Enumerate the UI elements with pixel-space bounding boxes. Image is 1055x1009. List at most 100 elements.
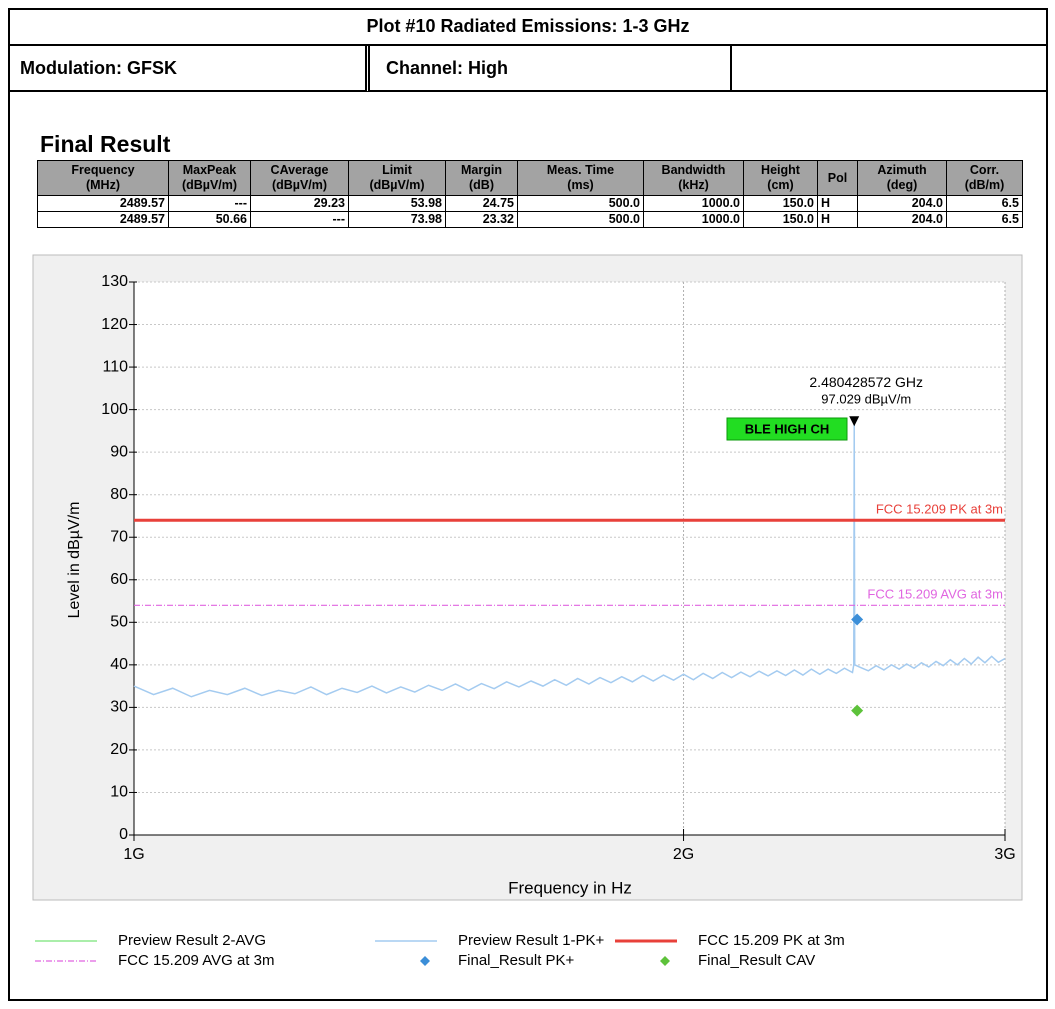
column-unit: (dBµV/m) [369,178,425,192]
column-unit: (dB/m) [964,178,1005,192]
column-header: Meas. Time (ms) [517,160,644,196]
column-name: Margin [461,163,502,177]
final-result-point [851,613,864,626]
table-cell: 1000.0 [643,211,744,228]
table-cell: 150.0 [743,211,818,228]
table-cell: 2489.57 [37,195,169,212]
table-cell: 50.66 [168,211,251,228]
column-name: Limit [382,163,412,177]
y-tick-label: 60 [110,571,128,588]
legend-label: Final_Result PK+ [458,952,575,969]
table-cell: 2489.57 [37,211,169,228]
table-cell: --- [168,195,251,212]
table-cell: 1000.0 [643,195,744,212]
table-cell: 29.23 [250,195,349,212]
column-unit: (dBµV/m) [271,178,328,192]
column-unit: (dB) [469,178,494,192]
column-name: Height [761,163,800,177]
y-tick-label: 0 [119,826,128,843]
y-tick-label: 10 [110,784,128,801]
legend-symbol [420,956,430,966]
x-tick-label: 1G [123,846,144,863]
trace [133,422,1006,698]
column-unit: (MHz) [85,178,120,192]
column-header: Margin (dB) [445,160,518,196]
column-name: Bandwidth [661,163,726,177]
table-cell: 6.5 [946,195,1023,212]
y-tick-label: 70 [110,528,128,545]
final-result-point [851,704,864,717]
column-header: MaxPeak (dBµV/m) [168,160,251,196]
table-cell: --- [250,211,349,228]
column-unit: (cm) [767,178,794,192]
legend-label: Final_Result CAV [698,952,815,969]
modulation: Modulation: GFSK [8,46,370,92]
table-row: 2489.57 50.66 --- 73.98 23.32 500.0 1000.0 150.… [37,211,1023,228]
column-name: Frequency [71,163,135,177]
annotation-box [726,417,848,441]
y-tick-label: 130 [101,273,128,290]
column-unit: (ms) [567,178,594,192]
x-axis-label: Frequency in Hz [508,878,632,897]
marker-label: 2.480428572 GHz [809,374,923,390]
column-name: CAverage [270,163,329,177]
column-header: Height (cm) [743,160,818,196]
y-axis-label: Level in dBµV/m [66,502,83,619]
y-tick-label: 40 [110,656,128,673]
column-header: Corr. (dB/m) [946,160,1023,196]
y-tick-label: 20 [110,741,128,758]
table-title: Final Result [40,131,171,157]
table-cell: 500.0 [517,211,644,228]
table-cell: 23.32 [445,211,518,228]
limit-label: FCC 15.209 AVG at 3m [867,587,1003,602]
frame [8,8,1048,1001]
column-header: Limit (dBµV/m) [348,160,446,196]
table-row: 2489.57 --- 29.23 53.98 24.75 500.0 1000.0 150.… [37,195,1023,212]
column-name: MaxPeak [182,163,237,177]
column-header: Frequency (MHz) [37,160,169,196]
legend-symbol [660,956,670,966]
y-tick-label: 100 [101,401,128,418]
column-unit: (dBµV/m) [181,178,238,192]
legend-label: FCC 15.209 AVG at 3m [118,952,274,969]
table-cell: H [817,211,858,228]
annotation: BLE HIGH CH [745,421,830,436]
limit-label: FCC 15.209 PK at 3m [876,502,1003,517]
table-cell: 500.0 [517,195,644,212]
x-tick-label: 2G [673,846,694,863]
column-name: Corr. [969,163,1000,177]
column-name: Azimuth [877,163,927,177]
marker-label: 97.029 dBµV/m [821,392,911,407]
column-header: CAverage (dBµV/m) [250,160,349,196]
empty-cell [732,46,1048,92]
column-header: Azimuth (deg) [857,160,947,196]
table-cell: 53.98 [348,195,446,212]
column-name: Meas. Time [546,163,615,177]
y-tick-label: 90 [110,443,128,460]
table-cell: 24.75 [445,195,518,212]
table-cell: 204.0 [857,211,947,228]
legend-label: Preview Result 1-PK+ [458,932,605,949]
y-tick-label: 80 [110,486,128,503]
column-unit: (deg) [886,178,918,192]
column-unit: (kHz) [678,178,709,192]
table-cell: 204.0 [857,195,947,212]
result-table: Frequency (MHz) MaxPeak (dBµV/m) CAverage (dB… [37,160,1023,228]
y-tick-label: 50 [110,614,128,631]
y-tick-label: 110 [102,358,128,375]
column-header: Pol [817,160,858,196]
table-cell: 150.0 [743,195,818,212]
peak-marker [849,416,860,427]
table-cell: H [817,195,858,212]
y-tick-label: 120 [101,316,128,333]
legend-label: Preview Result 2-AVG [118,932,266,949]
column-name: Pol [827,170,848,185]
x-tick-label: 3G [994,846,1015,863]
y-tick-label: 30 [110,699,128,716]
legend-label: FCC 15.209 PK at 3m [698,932,845,949]
table-cell: 6.5 [946,211,1023,228]
column-header: Bandwidth (kHz) [643,160,744,196]
plot-area [134,282,1005,835]
report-title: Plot #10 Radiated Emissions: 1-3 GHz [8,8,1048,46]
